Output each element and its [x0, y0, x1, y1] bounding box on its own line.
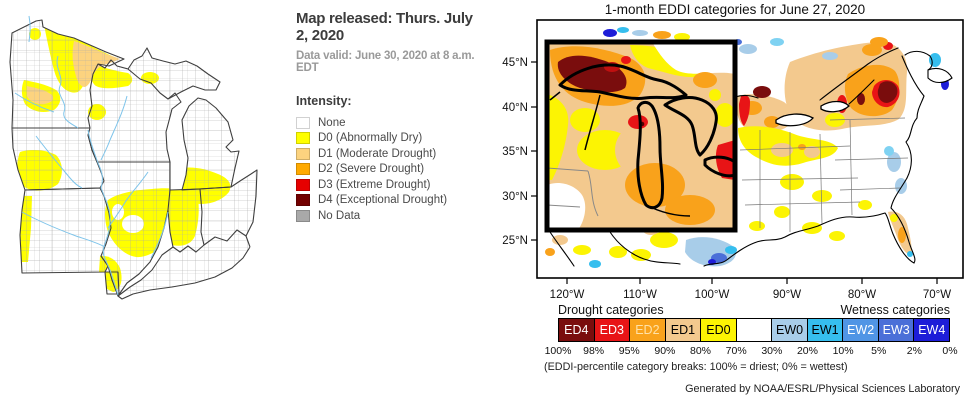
legend-item-label: D3 (Extreme Drought) — [318, 178, 431, 191]
legend-item-none: None — [296, 115, 486, 131]
usdm-fill-layer — [10, 20, 257, 299]
colorbar-cell-neutral — [735, 319, 772, 341]
legend-item-d1: D1 (Moderate Drought) — [296, 146, 486, 162]
lon-axis — [566, 278, 938, 284]
colorbar-cell-ew2: EW2 — [842, 319, 878, 341]
lat-axis — [531, 61, 537, 241]
lat-tick-label: 45°N — [502, 57, 528, 69]
pct-label: 5% — [871, 345, 887, 357]
eddi-conus-map: 45°N 40°N 35°N 30°N 25°N 120°W 110°W 100… — [502, 19, 964, 301]
usdm-legend: Map released: Thurs. July 2, 2020 Data v… — [296, 10, 486, 224]
inset-great-lakes — [544, 39, 738, 233]
pct-label: 80% — [690, 345, 712, 357]
lon-tick-label: 90°W — [773, 289, 801, 301]
rivers — [14, 15, 169, 296]
colorbar-cell-ed0: ED0 — [700, 319, 736, 341]
lon-tick-label: 80°W — [848, 289, 876, 301]
legend-item-label: None — [318, 116, 346, 129]
pct-label: 95% — [618, 345, 640, 357]
colorbar-cell-ed4: ED4 — [559, 319, 594, 341]
none-swatch — [296, 116, 310, 129]
eddi-credit: Generated by NOAA/ESRL/Physical Sciences… — [685, 383, 960, 395]
eddi-figure: 1-month EDDI categories for June 27, 202… — [490, 0, 977, 400]
legend-item-d2: D2 (Severe Drought) — [296, 162, 486, 178]
d1-swatch — [296, 147, 310, 160]
nodata-swatch — [296, 209, 310, 222]
pct-label: 90% — [654, 345, 676, 357]
category-headers: Drought categories Wetness categories — [558, 303, 950, 317]
legend-item-d4: D4 (Exceptional Drought) — [296, 193, 486, 209]
legend-item-nodata: No Data — [296, 208, 486, 224]
lat-tick-label: 25°N — [502, 235, 528, 247]
legend-item-label: D1 (Moderate Drought) — [318, 147, 437, 160]
pct-label: 70% — [725, 345, 747, 357]
d0-swatch — [296, 132, 310, 145]
legend-item-label: D2 (Severe Drought) — [318, 163, 425, 176]
pct-label: 100% — [544, 345, 572, 357]
eddi-map-content — [537, 20, 963, 278]
eddi-title: 1-month EDDI categories for June 27, 202… — [604, 2, 866, 17]
data-valid-label: Data valid: June 30, 2020 at 8 a.m. EDT — [296, 50, 475, 74]
d4-swatch — [296, 194, 310, 207]
legend-item-d0: D0 (Abnormally Dry) — [296, 131, 486, 147]
drought-categories-label: Drought categories — [558, 303, 664, 317]
lat-tick-label: 30°N — [502, 191, 528, 203]
eddi-note: (EDDI-percentile category breaks: 100% =… — [544, 361, 848, 373]
lon-tick-label: 70°W — [923, 289, 951, 301]
percent-breaks-row: 100% 98% 95% 90% 80% 70% 30% 20% 10% 5% … — [545, 345, 958, 357]
pct-label: 98% — [583, 345, 605, 357]
legend-item-label: D4 (Exceptional Drought) — [318, 194, 448, 207]
intensity-label: Intensity: — [296, 94, 352, 108]
pct-label: 2% — [906, 345, 922, 357]
colorbar-cell-ew1: EW1 — [806, 319, 843, 341]
d3-swatch — [296, 178, 310, 191]
lon-tick-label: 120°W — [550, 289, 585, 301]
eddi-colorbar: ED4 ED3 ED2 ED1 ED0 EW0 EW1 EW2 EW3 EW4 — [558, 318, 950, 342]
map-released-label: Map released: Thurs. July 2, 2020 — [296, 10, 473, 44]
lat-tick-label: 35°N — [502, 146, 528, 158]
lon-tick-label: 100°W — [695, 289, 730, 301]
colorbar-cell-ew3: EW3 — [877, 319, 914, 341]
usdm-legend-rows: None D0 (Abnormally Dry) D1 (Moderate Dr… — [296, 115, 486, 224]
pct-label: 0% — [942, 345, 958, 357]
pct-label: 10% — [832, 345, 854, 357]
map-frame — [536, 19, 964, 279]
pct-label: 30% — [761, 345, 783, 357]
lat-tick-label: 40°N — [502, 102, 528, 114]
d2-swatch — [296, 163, 310, 176]
colorbar-cell-ed3: ED3 — [593, 319, 630, 341]
usdm-midwest-map — [9, 15, 258, 300]
colorbar-cell-ed2: ED2 — [629, 319, 665, 341]
colorbar-cell-ew4: EW4 — [913, 319, 950, 341]
legend-item-label: D0 (Abnormally Dry) — [318, 132, 423, 145]
legend-item-d3: D3 (Extreme Drought) — [296, 177, 486, 193]
wetness-categories-label: Wetness categories — [840, 303, 950, 317]
lon-tick-label: 110°W — [623, 289, 657, 301]
legend-item-label: No Data — [318, 209, 361, 222]
pct-label: 20% — [796, 345, 818, 357]
colorbar-cell-ed1: ED1 — [664, 319, 701, 341]
colorbar-cell-ew0: EW0 — [771, 319, 807, 341]
